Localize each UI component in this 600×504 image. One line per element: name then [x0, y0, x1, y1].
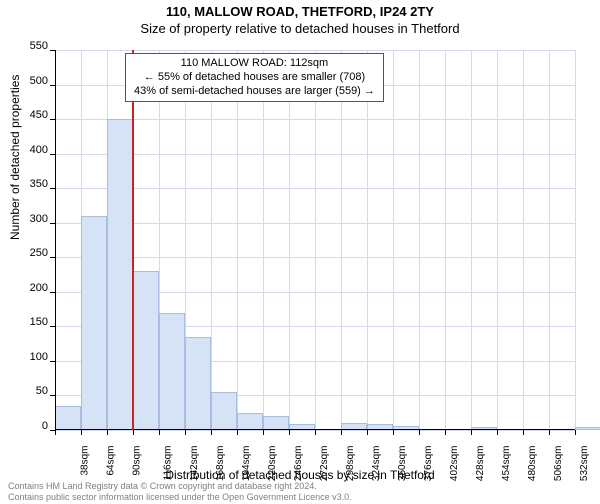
x-tick: [393, 430, 394, 435]
gridline-vertical: [341, 50, 342, 430]
histogram-bar: [55, 406, 81, 430]
histogram-bar: [81, 216, 107, 430]
histogram-bar: [159, 313, 185, 430]
histogram-bar: [107, 119, 133, 430]
x-tick: [211, 430, 212, 435]
gridline-vertical: [471, 50, 472, 430]
x-tick: [497, 430, 498, 435]
annotation-line3: 43% of semi-detached houses are larger (…: [134, 85, 375, 99]
gridline-vertical: [237, 50, 238, 430]
x-tick: [575, 430, 576, 435]
x-tick: [523, 430, 524, 435]
y-tick-label: 450: [8, 109, 48, 121]
gridline-vertical: [549, 50, 550, 430]
footnote-line1: Contains HM Land Registry data © Crown c…: [8, 481, 317, 491]
histogram-bar: [185, 337, 211, 430]
gridline-vertical: [445, 50, 446, 430]
gridline-vertical: [575, 50, 576, 430]
x-tick: [159, 430, 160, 435]
y-tick-label: 400: [8, 144, 48, 156]
histogram-bar: [575, 427, 600, 430]
plot-area: 38sqm64sqm90sqm116sqm142sqm168sqm194sqm2…: [55, 50, 575, 430]
histogram-chart: 38sqm64sqm90sqm116sqm142sqm168sqm194sqm2…: [55, 50, 575, 430]
page-title-subtitle: Size of property relative to detached ho…: [0, 21, 600, 36]
footnote: Contains HM Land Registry data © Crown c…: [8, 481, 352, 502]
y-tick-label: 0: [8, 420, 48, 432]
annotation-line2: ← 55% of detached houses are smaller (70…: [134, 71, 375, 85]
y-tick-label: 100: [8, 351, 48, 363]
histogram-bar: [133, 271, 159, 430]
y-tick-label: 350: [8, 178, 48, 190]
x-tick: [315, 430, 316, 435]
gridline-vertical: [289, 50, 290, 430]
y-tick-label: 500: [8, 75, 48, 87]
x-tick: [185, 430, 186, 435]
footnote-line2: Contains public sector information licen…: [8, 492, 352, 502]
x-tick: [55, 430, 56, 435]
x-tick: [367, 430, 368, 435]
x-tick: [107, 430, 108, 435]
x-tick: [81, 430, 82, 435]
histogram-bar: [237, 413, 263, 430]
y-tick-label: 300: [8, 213, 48, 225]
gridline-vertical: [315, 50, 316, 430]
x-tick: [419, 430, 420, 435]
y-axis-line: [55, 50, 56, 430]
x-tick: [237, 430, 238, 435]
x-tick: [471, 430, 472, 435]
annotation-box: 110 MALLOW ROAD: 112sqm← 55% of detached…: [125, 53, 384, 102]
histogram-bar: [263, 416, 289, 430]
x-tick: [263, 430, 264, 435]
gridline-vertical: [497, 50, 498, 430]
gridline-vertical: [393, 50, 394, 430]
x-tick: [289, 430, 290, 435]
x-tick: [549, 430, 550, 435]
x-tick: [341, 430, 342, 435]
histogram-bar: [211, 392, 237, 430]
property-marker-line: [132, 50, 134, 430]
x-axis-label: Distribution of detached houses by size …: [0, 468, 600, 482]
y-tick-label: 250: [8, 247, 48, 259]
gridline-vertical: [523, 50, 524, 430]
x-tick: [445, 430, 446, 435]
annotation-line1: 110 MALLOW ROAD: 112sqm: [134, 57, 375, 71]
y-tick-label: 150: [8, 316, 48, 328]
gridline-vertical: [367, 50, 368, 430]
x-tick: [133, 430, 134, 435]
page-title-address: 110, MALLOW ROAD, THETFORD, IP24 2TY: [0, 4, 600, 19]
y-tick-label: 200: [8, 282, 48, 294]
y-tick-label: 550: [8, 40, 48, 52]
gridline-vertical: [263, 50, 264, 430]
gridline-vertical: [419, 50, 420, 430]
gridline-vertical: [211, 50, 212, 430]
y-tick-label: 50: [8, 385, 48, 397]
